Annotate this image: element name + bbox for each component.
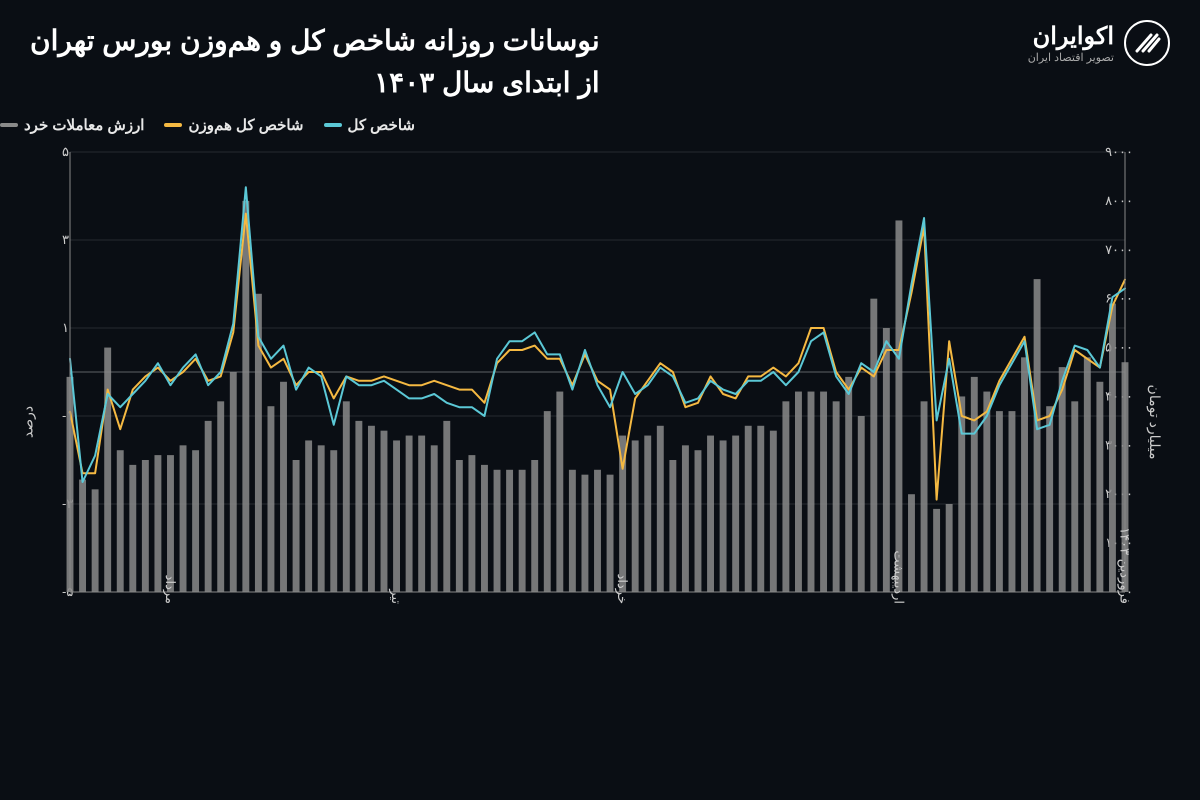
svg-text:خرداد: خرداد (614, 574, 630, 604)
legend-volume: ارزش معاملات خرد (0, 116, 144, 134)
legend-total-label: شاخص کل (348, 116, 415, 134)
legend-volume-label: ارزش معاملات خرد (24, 116, 144, 134)
svg-text:مرداد: مرداد (162, 575, 178, 604)
header: اکوایران تصویر اقتصاد ایران نوسانات روزا… (0, 0, 1200, 104)
brand-name: اکوایران (1028, 22, 1114, 51)
legend-volume-swatch (0, 123, 18, 127)
y-right-axis-label: میلیارد تومان (1146, 385, 1163, 460)
brand-tagline: تصویر اقتصاد ایران (1028, 51, 1114, 64)
chart-title: نوسانات روزانه شاخص کل و هم‌وزن بورس تهر… (30, 20, 600, 104)
svg-text:۵: ۵ (62, 144, 69, 159)
svg-text:تیر: تیر (388, 588, 404, 604)
svg-text:فروردین ۱۴۰۳: فروردین ۱۴۰۳ (1117, 527, 1133, 604)
legend-equal: شاخص کل هم‌وزن (164, 116, 303, 134)
legend-total-swatch (324, 123, 342, 127)
legend-equal-swatch (164, 123, 182, 127)
brand-icon (1124, 20, 1170, 66)
svg-text:اردیبهشت: اردیبهشت (890, 550, 906, 604)
svg-text:۸۰۰۰: ۸۰۰۰ (1105, 193, 1133, 208)
title-line-2: از ابتدای سال ۱۴۰۳ (30, 62, 600, 104)
svg-text:۷۰۰۰: ۷۰۰۰ (1105, 242, 1133, 257)
svg-text:۹۰۰۰: ۹۰۰۰ (1105, 144, 1133, 159)
chart-area: درصد میلیارد تومان ۵-۳-۱-۱۳۵۰۱۰۰۰۲۰۰۰۳۰۰… (20, 142, 1180, 702)
svg-text:۱: ۱ (62, 320, 69, 335)
brand-logo: اکوایران تصویر اقتصاد ایران (1028, 20, 1170, 66)
legend: شاخص کل شاخص کل هم‌وزن ارزش معاملات خرد (0, 104, 1200, 142)
title-line-1: نوسانات روزانه شاخص کل و هم‌وزن بورس تهر… (30, 20, 600, 62)
legend-total: شاخص کل (324, 116, 415, 134)
svg-text:۳: ۳ (62, 232, 69, 247)
legend-equal-label: شاخص کل هم‌وزن (188, 116, 303, 134)
chart-svg: ۵-۳-۱-۱۳۵۰۱۰۰۰۲۰۰۰۳۰۰۰۴۰۰۰۵۰۰۰۶۰۰۰۷۰۰۰۸۰… (20, 142, 1180, 702)
y-left-axis-label: درصد (20, 406, 37, 438)
